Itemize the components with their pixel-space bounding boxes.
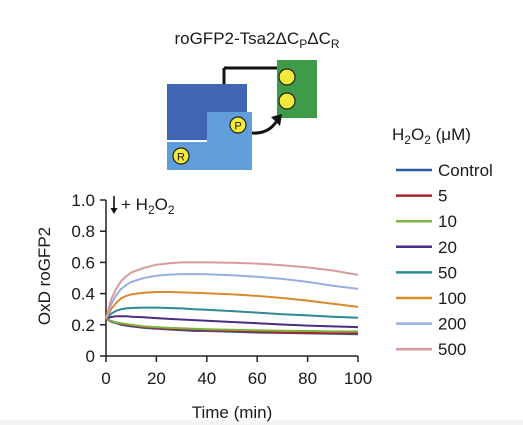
legend-label-control: Control: [438, 161, 493, 180]
y-tick-label: 1.0: [71, 191, 95, 210]
legend-title: H2O2 (μM): [392, 125, 471, 147]
x-tick-label: 100: [344, 369, 372, 388]
legend-label-5: 5: [438, 187, 447, 206]
construct-title: roGFP2-Tsa2ΔCPΔCR: [174, 29, 339, 51]
y-tick-label: 0.2: [71, 316, 95, 335]
series-line-100: [105, 291, 359, 320]
series-line-20: [105, 315, 359, 329]
series-lines: [105, 261, 359, 336]
legend-label-200: 200: [438, 315, 466, 334]
protein-schematic: P R: [167, 60, 317, 170]
x-tick-label: 0: [101, 369, 110, 388]
y-axis-label: OxD roGFP2: [35, 227, 54, 325]
x-tick-label: 20: [147, 369, 166, 388]
treatment-label: + H2O2: [121, 195, 175, 217]
chart-axes: [105, 200, 358, 357]
series-line-200: [105, 273, 359, 319]
transfer-arrow-head: [271, 114, 282, 126]
tick-group: 0 20 40 60 80 100 0 0.2 0.4 0.6 0.8 1.0: [71, 191, 372, 388]
y-tick-label: 0.4: [71, 285, 95, 304]
x-tick-label: 60: [248, 369, 267, 388]
treatment-arrow-head: [110, 208, 118, 214]
y-tick-label: 0: [86, 347, 95, 366]
legend-label-10: 10: [438, 212, 457, 231]
y-tick-label: 0.8: [71, 222, 95, 241]
series-line-50: [105, 306, 359, 320]
rogfp2-domain: [277, 60, 317, 118]
linker-line: [222, 66, 277, 84]
treatment-marker: + H2O2: [110, 195, 175, 217]
legend-label-500: 500: [438, 340, 466, 359]
legend-label-100: 100: [438, 289, 466, 308]
peroxidatic-cys-badge: [229, 116, 247, 134]
rogfp2-top-circle: [278, 68, 296, 86]
x-tick-label: 80: [298, 369, 317, 388]
legend-label-20: 20: [438, 238, 457, 257]
series-line-500: [105, 261, 359, 319]
x-tick-label: 40: [197, 369, 216, 388]
series-line-10: [105, 317, 359, 333]
transfer-arrow: [251, 121, 278, 135]
rogfp2-bottom-circle: [278, 92, 296, 110]
badge-r-label: R: [177, 152, 185, 164]
resolving-cys-badge: [172, 147, 190, 165]
badge-p-label: P: [234, 121, 241, 133]
y-tick-label: 0.6: [71, 253, 95, 272]
legend-label-50: 50: [438, 263, 457, 282]
legend: Control 5 10 20 50 100 200 500: [396, 161, 493, 359]
x-axis-label: Time (min): [192, 403, 273, 422]
